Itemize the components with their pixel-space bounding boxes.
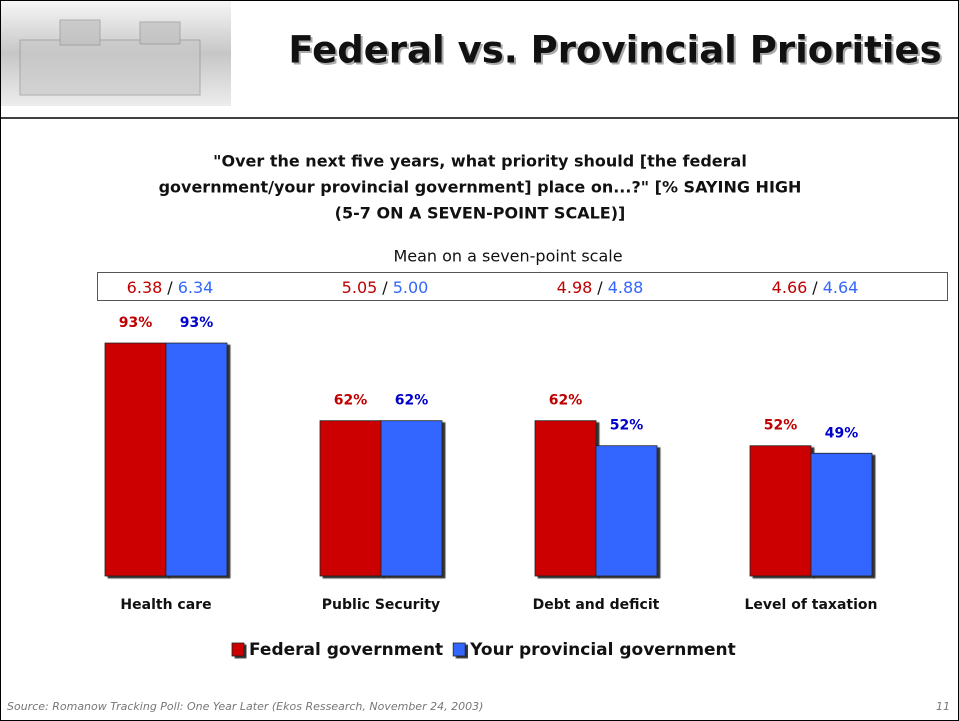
subtitle-line: government/your provincial government] p… bbox=[159, 178, 802, 197]
page: Federal vs. Provincial Priorities "Over … bbox=[0, 0, 959, 721]
legend-swatch bbox=[453, 643, 465, 656]
mean-value: 5.05 bbox=[342, 278, 378, 297]
mean-value: 5.00 bbox=[393, 278, 429, 297]
mean-value: 4.98 bbox=[557, 278, 593, 297]
bar bbox=[105, 343, 166, 576]
bar bbox=[166, 343, 227, 576]
legend-label: Your provincial government bbox=[469, 640, 736, 660]
mean-value: 6.34 bbox=[178, 278, 214, 297]
page-number: 11 bbox=[936, 700, 950, 713]
legend-swatch bbox=[232, 643, 244, 656]
value-label: 62% bbox=[395, 393, 429, 409]
mean-value: 4.88 bbox=[608, 278, 644, 297]
bar bbox=[535, 421, 596, 576]
slide: Federal vs. Provincial Priorities "Over … bbox=[0, 0, 959, 721]
value-label: 62% bbox=[549, 393, 583, 409]
value-label: 52% bbox=[610, 418, 644, 434]
value-label: 93% bbox=[119, 315, 153, 331]
bar bbox=[750, 446, 811, 576]
mean-values: 4.98/ 4.88 bbox=[557, 278, 644, 297]
mean-values: 6.38/ 6.34 bbox=[127, 278, 214, 297]
x-tick-label: Public Security bbox=[322, 597, 440, 613]
value-label: 49% bbox=[825, 425, 859, 441]
mean-separator: / bbox=[382, 278, 388, 297]
legend-label: Federal government bbox=[249, 640, 443, 660]
mean-value: 4.64 bbox=[823, 278, 859, 297]
mean-separator: / bbox=[812, 278, 818, 297]
x-tick-label: Level of taxation bbox=[745, 597, 878, 613]
value-label: 62% bbox=[334, 393, 368, 409]
mean-values: 4.66/ 4.64 bbox=[772, 278, 859, 297]
mean-value: 6.38 bbox=[127, 278, 163, 297]
means-title: Mean on a seven-point scale bbox=[393, 247, 622, 266]
x-tick-label: Health care bbox=[120, 597, 211, 613]
bar bbox=[596, 446, 657, 576]
subtitle-line: (5-7 ON A SEVEN-POINT SCALE)] bbox=[335, 204, 626, 223]
value-label: 93% bbox=[180, 315, 214, 331]
mean-values: 5.05/ 5.00 bbox=[342, 278, 429, 297]
bar bbox=[381, 421, 442, 576]
source: Source: Romanow Tracking Poll: One Year … bbox=[7, 700, 483, 713]
subtitle-line: "Over the next five years, what priority… bbox=[213, 152, 747, 171]
x-tick-label: Debt and deficit bbox=[533, 597, 660, 613]
value-label: 52% bbox=[764, 418, 798, 434]
bar bbox=[320, 421, 381, 576]
mean-separator: / bbox=[597, 278, 603, 297]
title: Federal vs. Provincial Priorities bbox=[288, 29, 941, 72]
mean-separator: / bbox=[167, 278, 173, 297]
bar bbox=[811, 453, 872, 576]
mean-value: 4.66 bbox=[772, 278, 808, 297]
